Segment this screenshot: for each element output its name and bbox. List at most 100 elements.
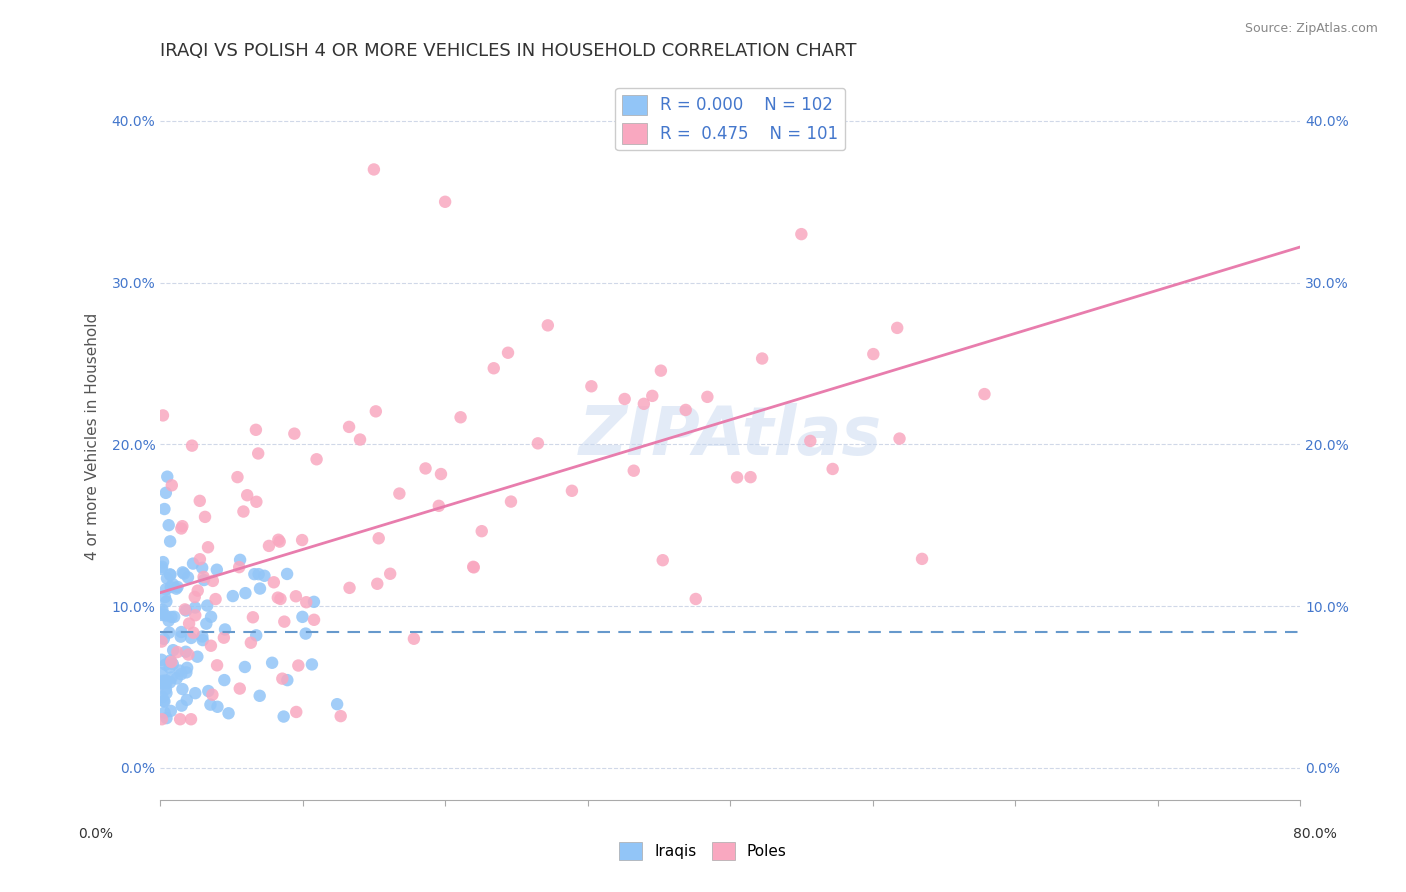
Point [499,494,522,508]
Point [197,541,219,555]
Point [273,615,295,629]
Point [159,568,181,582]
Point [191,633,214,648]
Point [176,661,198,675]
Point [150,653,173,667]
Point [174,602,197,616]
Point [212,631,235,645]
Point [153,694,176,708]
Point [650,364,672,378]
Point [181,557,204,571]
Point [205,658,228,673]
Point [170,625,193,640]
Point [157,625,180,640]
Point [537,318,560,333]
Point [242,610,264,624]
Point [427,499,450,513]
Point [302,613,325,627]
Point [172,566,194,580]
Point [633,397,655,411]
Point [177,570,200,584]
Point [157,518,180,533]
Point [162,643,184,657]
Point [271,672,294,686]
Point [193,570,215,584]
Point [214,673,236,687]
Point [153,632,176,646]
Point [188,552,211,566]
Point [170,698,193,713]
Point [187,583,209,598]
Point [155,582,177,597]
Point [152,694,174,708]
Point [155,711,177,725]
Point [150,562,173,576]
Point [366,576,388,591]
Point [291,533,314,547]
Point [183,625,205,640]
Point [184,590,207,604]
Point [191,561,214,575]
Point [284,589,307,603]
Point [153,706,176,720]
Point [165,582,187,596]
Point [294,626,316,640]
Legend: Iraqis, Poles: Iraqis, Poles [613,836,793,866]
Point [249,582,271,596]
Point [696,390,718,404]
Point [162,657,184,671]
Point [174,645,197,659]
Point [180,712,202,726]
Point [197,684,219,698]
Point [226,470,249,484]
Point [155,673,177,688]
Point [159,580,181,594]
Y-axis label: 4 or more Vehicles in Household: 4 or more Vehicles in Household [86,312,100,560]
Point [249,689,271,703]
Point [725,470,748,484]
Point [166,580,188,594]
Point [194,509,217,524]
Point [561,483,583,498]
Point [229,553,252,567]
Point [339,581,361,595]
Point [229,681,252,696]
Point [685,592,707,607]
Point [169,712,191,726]
Point [247,446,270,460]
Point [232,504,254,518]
Point [236,488,259,502]
Point [159,660,181,674]
Point [482,361,505,376]
Point [150,666,173,681]
Point [245,628,267,642]
Point [291,610,314,624]
Point [150,675,173,690]
Text: ZIPAtlas: ZIPAtlas [578,403,882,469]
Point [152,673,174,688]
Point [200,609,222,624]
Point [150,559,173,574]
Point [159,653,181,667]
Text: Source: ZipAtlas.com: Source: ZipAtlas.com [1244,22,1378,36]
Point [176,693,198,707]
Point [153,590,176,604]
Point [166,645,188,659]
Point [471,524,494,538]
Point [463,559,485,574]
Point [172,519,194,533]
Point [349,433,371,447]
Point [162,577,184,591]
Point [155,594,177,608]
Point [380,566,402,581]
Point [799,434,821,448]
Point [172,682,194,697]
Point [527,436,550,450]
Point [170,667,193,681]
Point [150,690,173,704]
Point [235,586,257,600]
Point [177,648,200,662]
Point [862,347,884,361]
Point [267,533,290,547]
Point [273,709,295,723]
